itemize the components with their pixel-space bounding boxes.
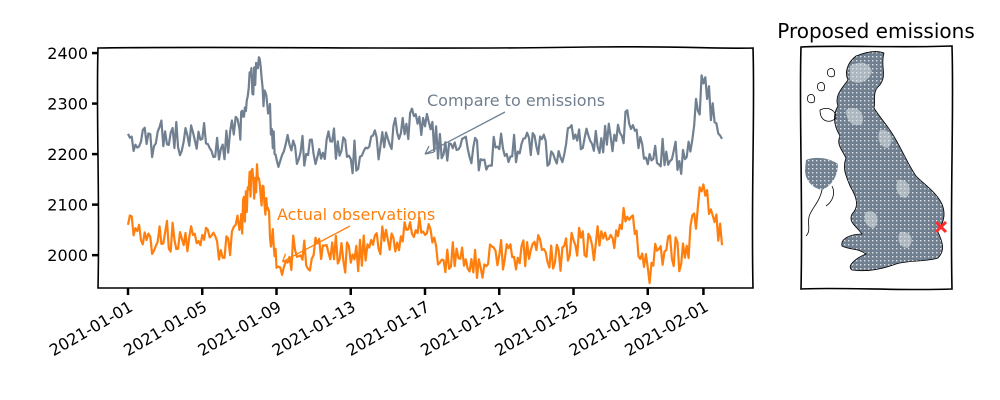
series-line-1 xyxy=(126,163,724,285)
x-tick-label: 2021-01-01 xyxy=(46,297,136,360)
emission-source-marker xyxy=(934,220,948,234)
y-tick-label: 2300 xyxy=(47,95,88,114)
northern-ireland-outline xyxy=(819,108,837,122)
y-tick-label: 2000 xyxy=(47,246,88,265)
x-tick-label: 2021-01-21 xyxy=(417,297,507,360)
scotland-islands xyxy=(807,68,835,104)
great-britain-landmass xyxy=(834,51,945,272)
y-tick-label: 2400 xyxy=(47,44,88,63)
x-tick-label: 2021-01-25 xyxy=(491,297,581,360)
y-tick-label: 2200 xyxy=(47,145,88,164)
annotation-compare-label: Compare to emissions xyxy=(427,91,605,110)
emissions-map xyxy=(805,51,948,272)
x-tick-label: 2021-01-09 xyxy=(194,297,284,360)
y-tick-label: 2100 xyxy=(47,196,88,215)
annotation-compare-arrow xyxy=(424,111,506,155)
annotation-actual-label: Actual observations xyxy=(277,205,435,224)
x-tick-label: 2021-01-05 xyxy=(120,297,210,360)
ireland-landmass xyxy=(805,157,838,190)
series-line-0 xyxy=(127,56,723,175)
light-emission-zones xyxy=(846,62,912,248)
annotation-actual-arrow xyxy=(281,225,351,263)
plot-frame xyxy=(96,45,755,290)
x-axis: 2021-01-012021-01-052021-01-092021-01-13… xyxy=(46,288,711,360)
map-title: Proposed emissions xyxy=(777,19,975,43)
ireland-coastline xyxy=(805,185,834,237)
y-axis: 2000 2100 2200 2300 2400 xyxy=(47,44,98,265)
x-tick-label: 2021-01-17 xyxy=(343,297,433,360)
x-tick-label: 2021-01-13 xyxy=(269,297,359,360)
map-frame xyxy=(799,45,954,291)
line-plot xyxy=(126,56,724,285)
